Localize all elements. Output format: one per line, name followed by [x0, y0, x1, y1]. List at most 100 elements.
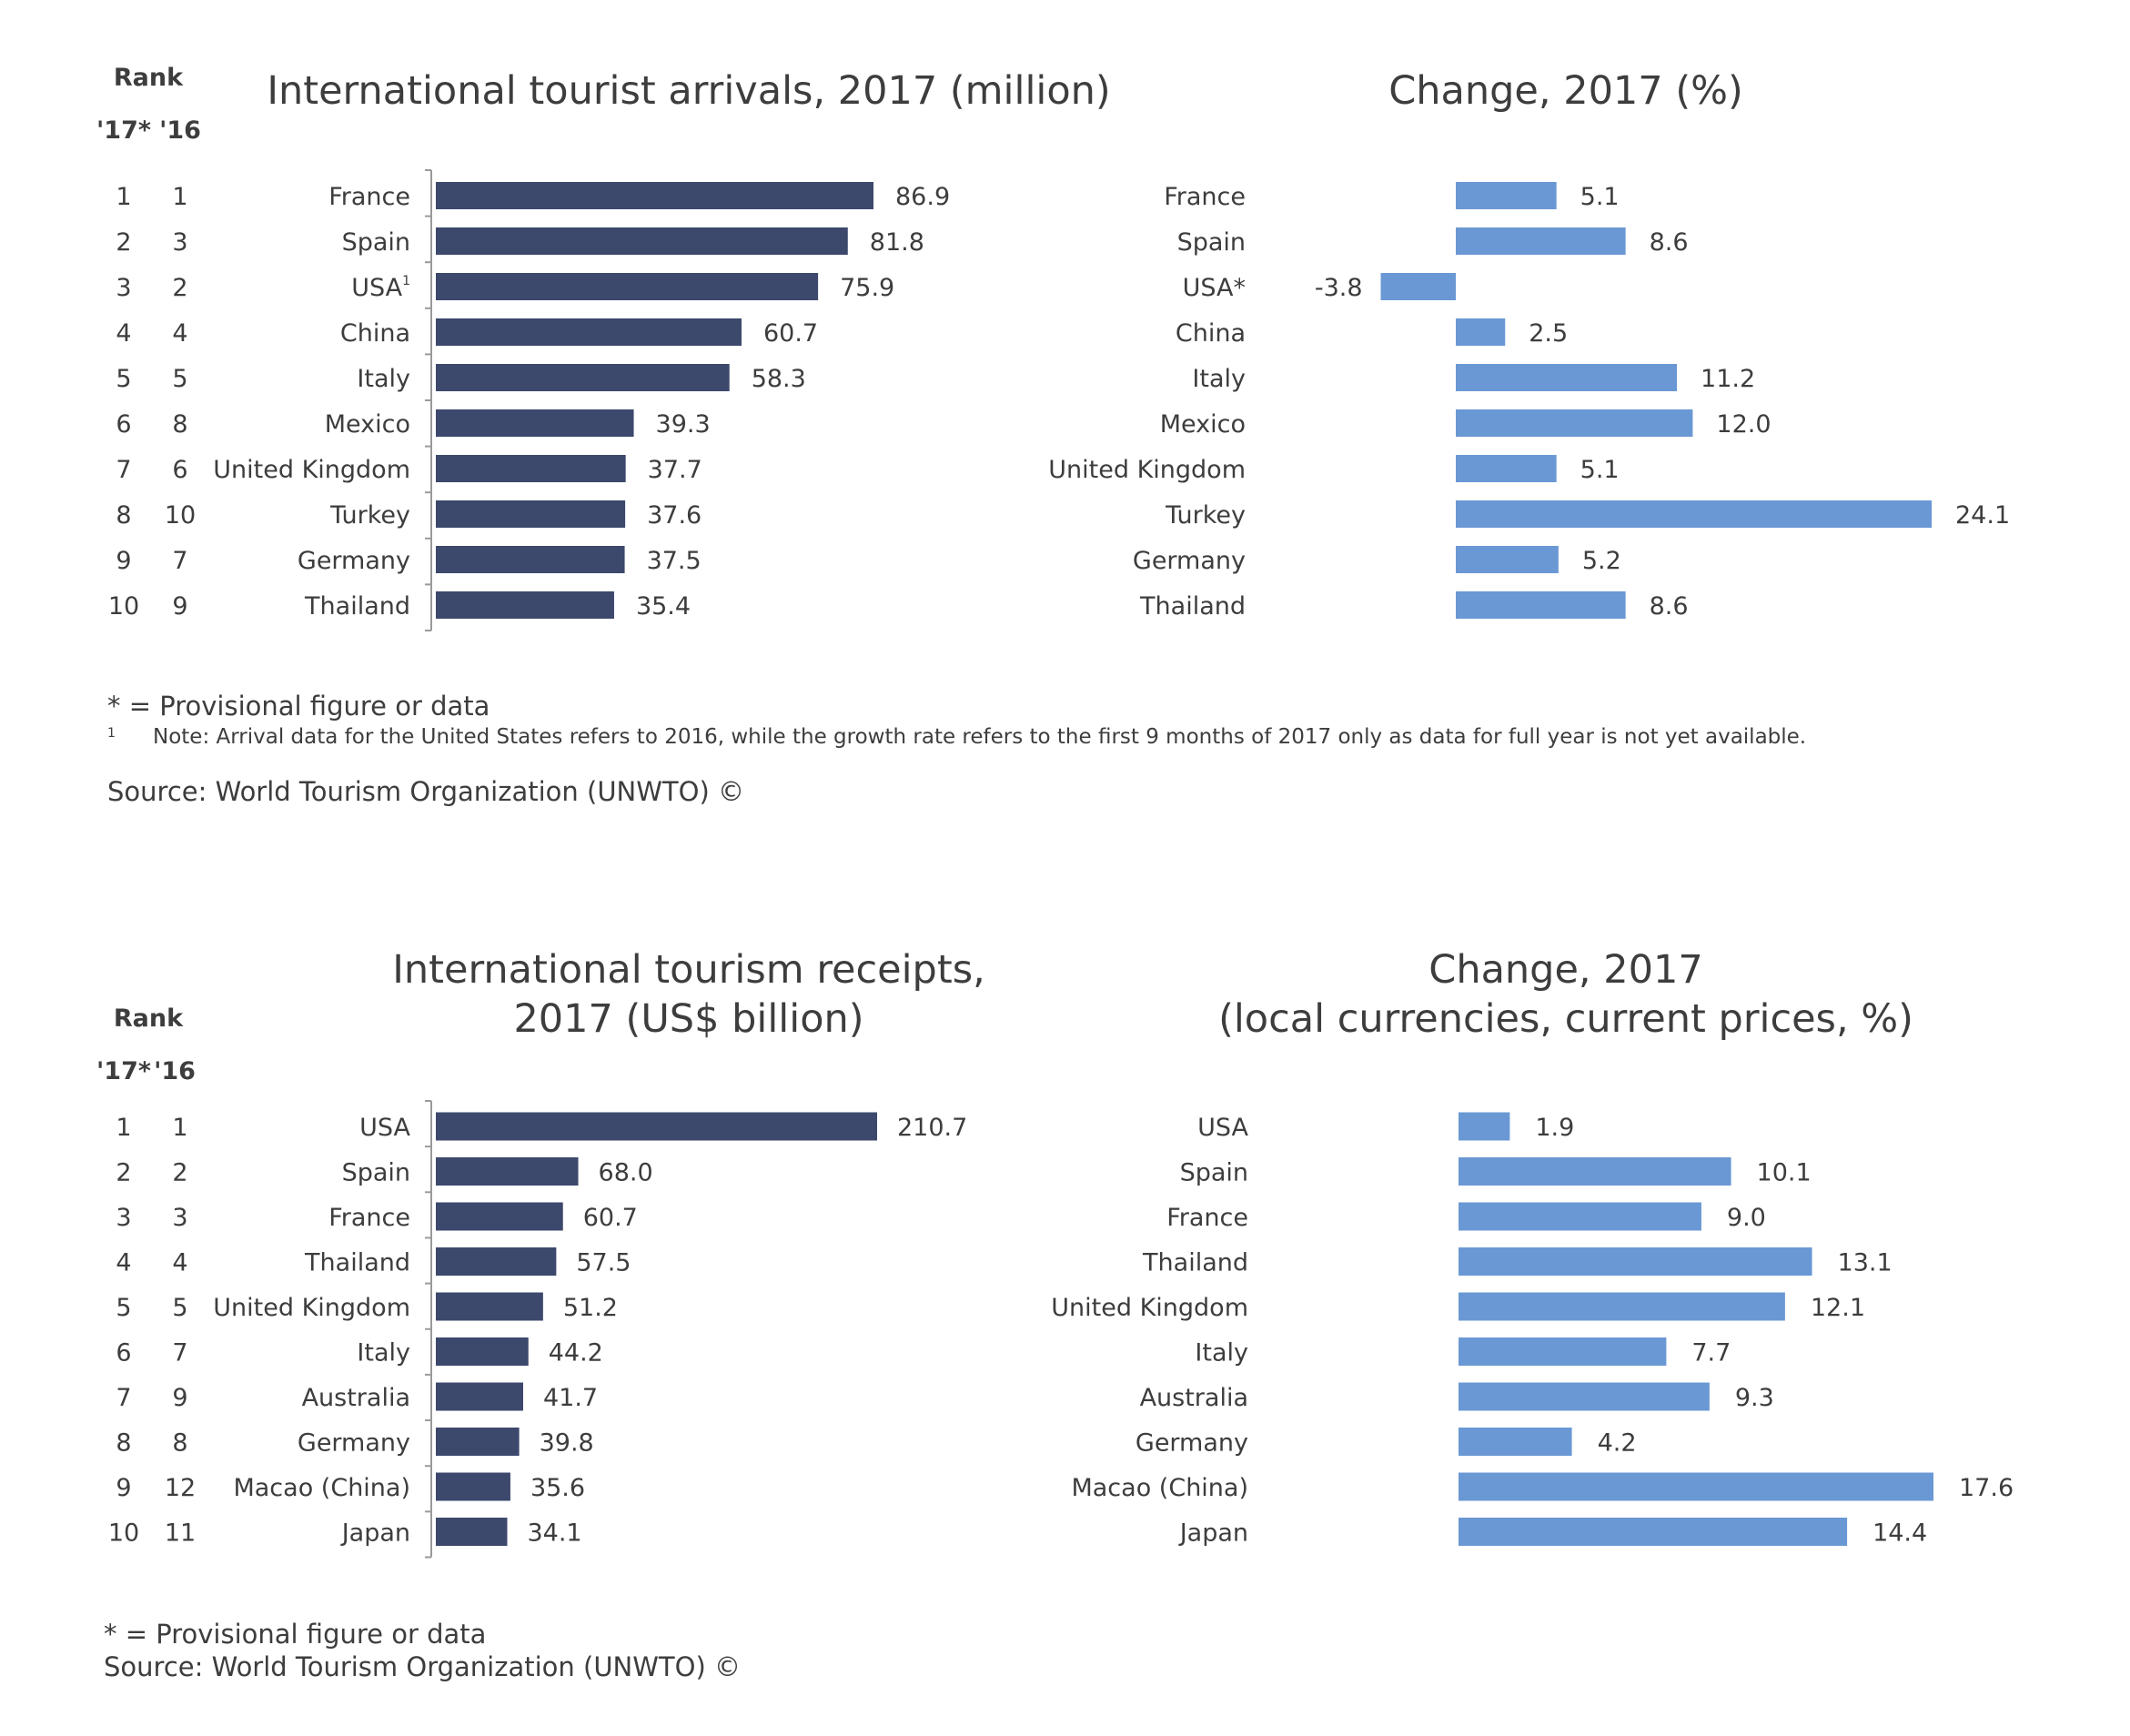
source-top: Source: World Tourism Organization (UNWT…	[107, 776, 744, 807]
bar-mexico	[436, 409, 634, 437]
bar-turkey	[436, 500, 626, 528]
rank-2016: 2	[172, 1159, 187, 1187]
category-label: USA*	[1183, 274, 1246, 302]
bar-australia	[1459, 1382, 1710, 1411]
rank-2016: 7	[172, 1339, 187, 1368]
value-label: 57.5	[576, 1249, 631, 1277]
value-label: 35.4	[636, 592, 691, 621]
rank-2017: 2	[116, 1159, 131, 1187]
rank-2016: 4	[172, 1249, 187, 1277]
bar-usa	[1380, 273, 1456, 300]
bar-thailand	[1459, 1247, 1812, 1276]
value-label: 13.1	[1838, 1249, 1893, 1277]
category-label: USA	[359, 1114, 410, 1142]
rank-2016: 8	[172, 410, 187, 439]
bar-thailand	[436, 1247, 557, 1276]
rank-2016: 8	[172, 1429, 187, 1458]
rank-2016: 11	[165, 1519, 196, 1548]
value-label: 34.1	[527, 1519, 581, 1548]
category-label: Australia	[302, 1384, 410, 1412]
rank-2017: 2	[116, 228, 131, 257]
value-label: 39.3	[656, 410, 711, 439]
rank-col-2016-top: '16	[159, 116, 201, 145]
rank-2016: 1	[172, 1114, 187, 1142]
bar-china	[436, 318, 742, 346]
category-label: Macao (China)	[233, 1474, 410, 1502]
value-label: 1.9	[1535, 1114, 1574, 1142]
bar-italy	[436, 364, 730, 391]
value-label: 10.1	[1757, 1159, 1812, 1187]
category-label: Germany	[298, 1429, 410, 1458]
category-label: Macao (China)	[1071, 1474, 1248, 1502]
category-label: Spain	[1180, 1159, 1248, 1187]
bar-turkey	[1456, 500, 1932, 528]
rank-2017: 3	[116, 274, 131, 302]
bar-italy	[1459, 1337, 1667, 1366]
chart-title-arrivals-change: Change, 2017 (%)	[1388, 68, 1742, 114]
category-label: Japan	[340, 1519, 410, 1548]
value-label: 7.7	[1691, 1339, 1731, 1368]
rank-2016: 10	[165, 501, 196, 530]
rank-2016: 9	[172, 1384, 187, 1412]
category-label: United Kingdom	[1048, 456, 1246, 484]
value-label: 86.9	[895, 183, 950, 211]
category-label: Italy	[1195, 1339, 1248, 1368]
value-label: 9.0	[1727, 1204, 1766, 1232]
category-label: Thailand	[304, 1249, 410, 1277]
chart-title-receipts-line1: International tourism receipts,	[392, 947, 985, 993]
value-label: 12.1	[1811, 1294, 1865, 1322]
category-label: France	[328, 1204, 410, 1232]
category-label: Mexico	[325, 410, 410, 439]
rank-2017: 9	[116, 547, 131, 575]
rank-2017: 1	[116, 1114, 131, 1142]
bar-germany	[436, 546, 625, 573]
bar-france	[1459, 1202, 1701, 1231]
value-label: 58.3	[752, 365, 806, 393]
value-label: 60.7	[583, 1204, 638, 1232]
value-label: 17.6	[1959, 1474, 2014, 1502]
category-label: Japan	[1178, 1519, 1248, 1548]
category-label: Thailand	[1142, 1249, 1248, 1277]
rank-2017: 1	[116, 183, 131, 211]
category-label: China	[340, 319, 410, 348]
category-label: Germany	[298, 547, 410, 575]
rank-header-top: Rank	[114, 64, 184, 92]
rank-2017: 6	[116, 410, 131, 439]
rank-2017: 7	[116, 456, 131, 484]
value-label: 12.0	[1716, 410, 1771, 439]
rank-2017: 5	[116, 365, 131, 393]
value-label: 81.8	[870, 228, 924, 257]
bar-spain	[436, 227, 848, 255]
category-label: United Kingdom	[1051, 1294, 1248, 1322]
rank-2017: 8	[116, 501, 131, 530]
chart-title-receipts-line2: 2017 (US$ billion)	[513, 996, 863, 1042]
category-label: China	[1176, 319, 1246, 348]
category-label: Italy	[357, 365, 410, 393]
value-label: 75.9	[840, 274, 894, 302]
category-label: Italy	[1192, 365, 1246, 393]
bar-japan	[1459, 1518, 1848, 1546]
footnote-mark: 1	[107, 726, 116, 741]
bar-australia	[436, 1382, 523, 1411]
value-label: 5.2	[1582, 547, 1621, 575]
value-label: 37.7	[648, 456, 702, 484]
bar-italy	[1456, 364, 1678, 391]
bar-macao-china	[1459, 1472, 1933, 1501]
value-label: 2.5	[1529, 319, 1568, 348]
rank-2016: 6	[172, 456, 187, 484]
category-label: Italy	[357, 1339, 410, 1368]
source-bottom: Source: World Tourism Organization (UNWT…	[104, 1651, 741, 1682]
value-label: 11.2	[1701, 365, 1755, 393]
category-label: Mexico	[1160, 410, 1246, 439]
rank-2016: 9	[172, 592, 187, 621]
arrivals-chart: France 86.9 1 1 Spain 81.8 2 3 USA1 75.9 3 2 China 60…	[108, 169, 950, 631]
category-label: Spain	[1177, 228, 1246, 257]
rank-header-bottom: Rank	[114, 1004, 184, 1033]
rank-col-2017-bottom: '17*	[96, 1057, 151, 1085]
value-label: 9.3	[1735, 1384, 1774, 1412]
category-label: Australia	[1140, 1384, 1248, 1412]
chart-title-arrivals: International tourist arrivals, 2017 (mi…	[267, 68, 1110, 114]
bar-thailand	[436, 591, 614, 619]
category-label: United Kingdom	[213, 456, 410, 484]
